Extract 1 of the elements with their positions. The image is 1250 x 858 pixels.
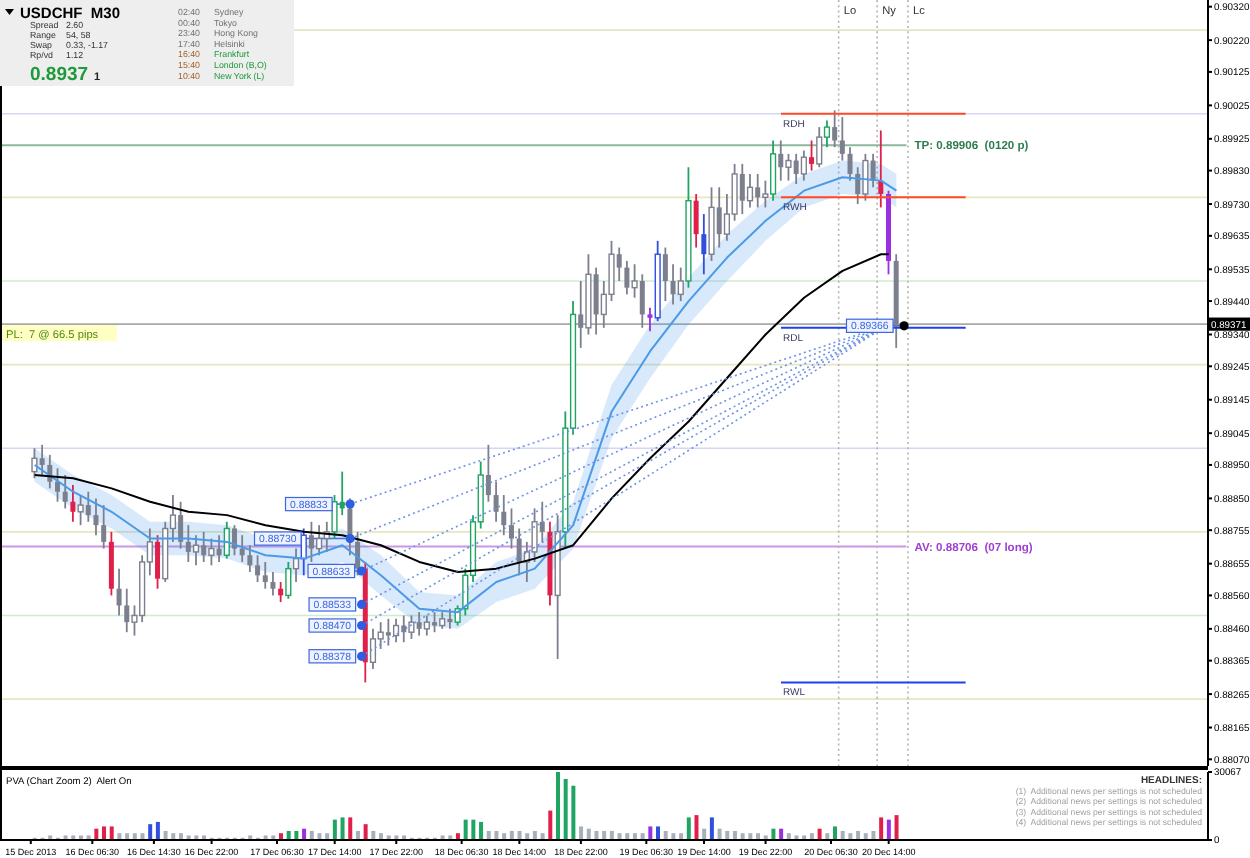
annotation: 0.8937 [30,64,89,86]
